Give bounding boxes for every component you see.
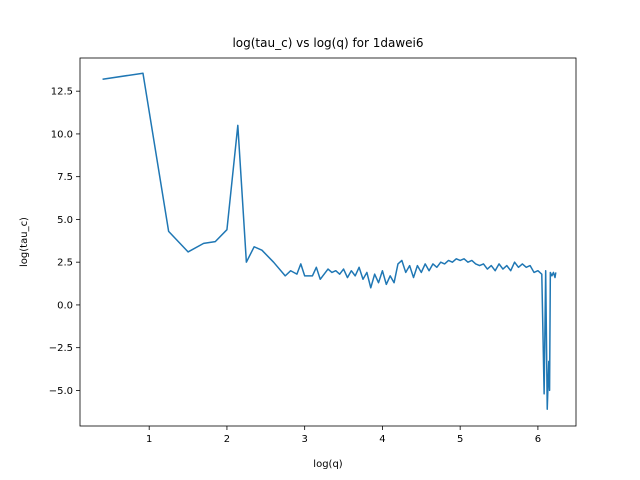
x-axis-label: log(q) bbox=[313, 459, 342, 470]
x-tick-label: 3 bbox=[301, 434, 307, 445]
x-tick-label: 2 bbox=[224, 434, 230, 445]
y-tick-label: 7.5 bbox=[57, 172, 73, 183]
x-tick-label: 1 bbox=[146, 434, 152, 445]
axes-frame bbox=[79, 57, 577, 427]
data-line bbox=[102, 72, 557, 410]
y-tick-label: 0.0 bbox=[57, 300, 73, 311]
x-tick-label: 6 bbox=[535, 434, 541, 445]
y-tick-label: −2.5 bbox=[49, 343, 73, 354]
y-tick-label: 2.5 bbox=[57, 258, 73, 269]
x-tick-label: 5 bbox=[457, 434, 463, 445]
y-tick-label: 5.0 bbox=[57, 215, 73, 226]
x-tick-label: 4 bbox=[379, 434, 385, 445]
y-axis-label: log(tau_c) bbox=[19, 217, 30, 267]
y-tick-label: −5.0 bbox=[49, 386, 73, 397]
y-tick-label: 10.0 bbox=[51, 129, 73, 140]
chart-title: log(tau_c) vs log(q) for 1dawei6 bbox=[232, 36, 423, 50]
y-tick-label: 12.5 bbox=[51, 87, 73, 98]
